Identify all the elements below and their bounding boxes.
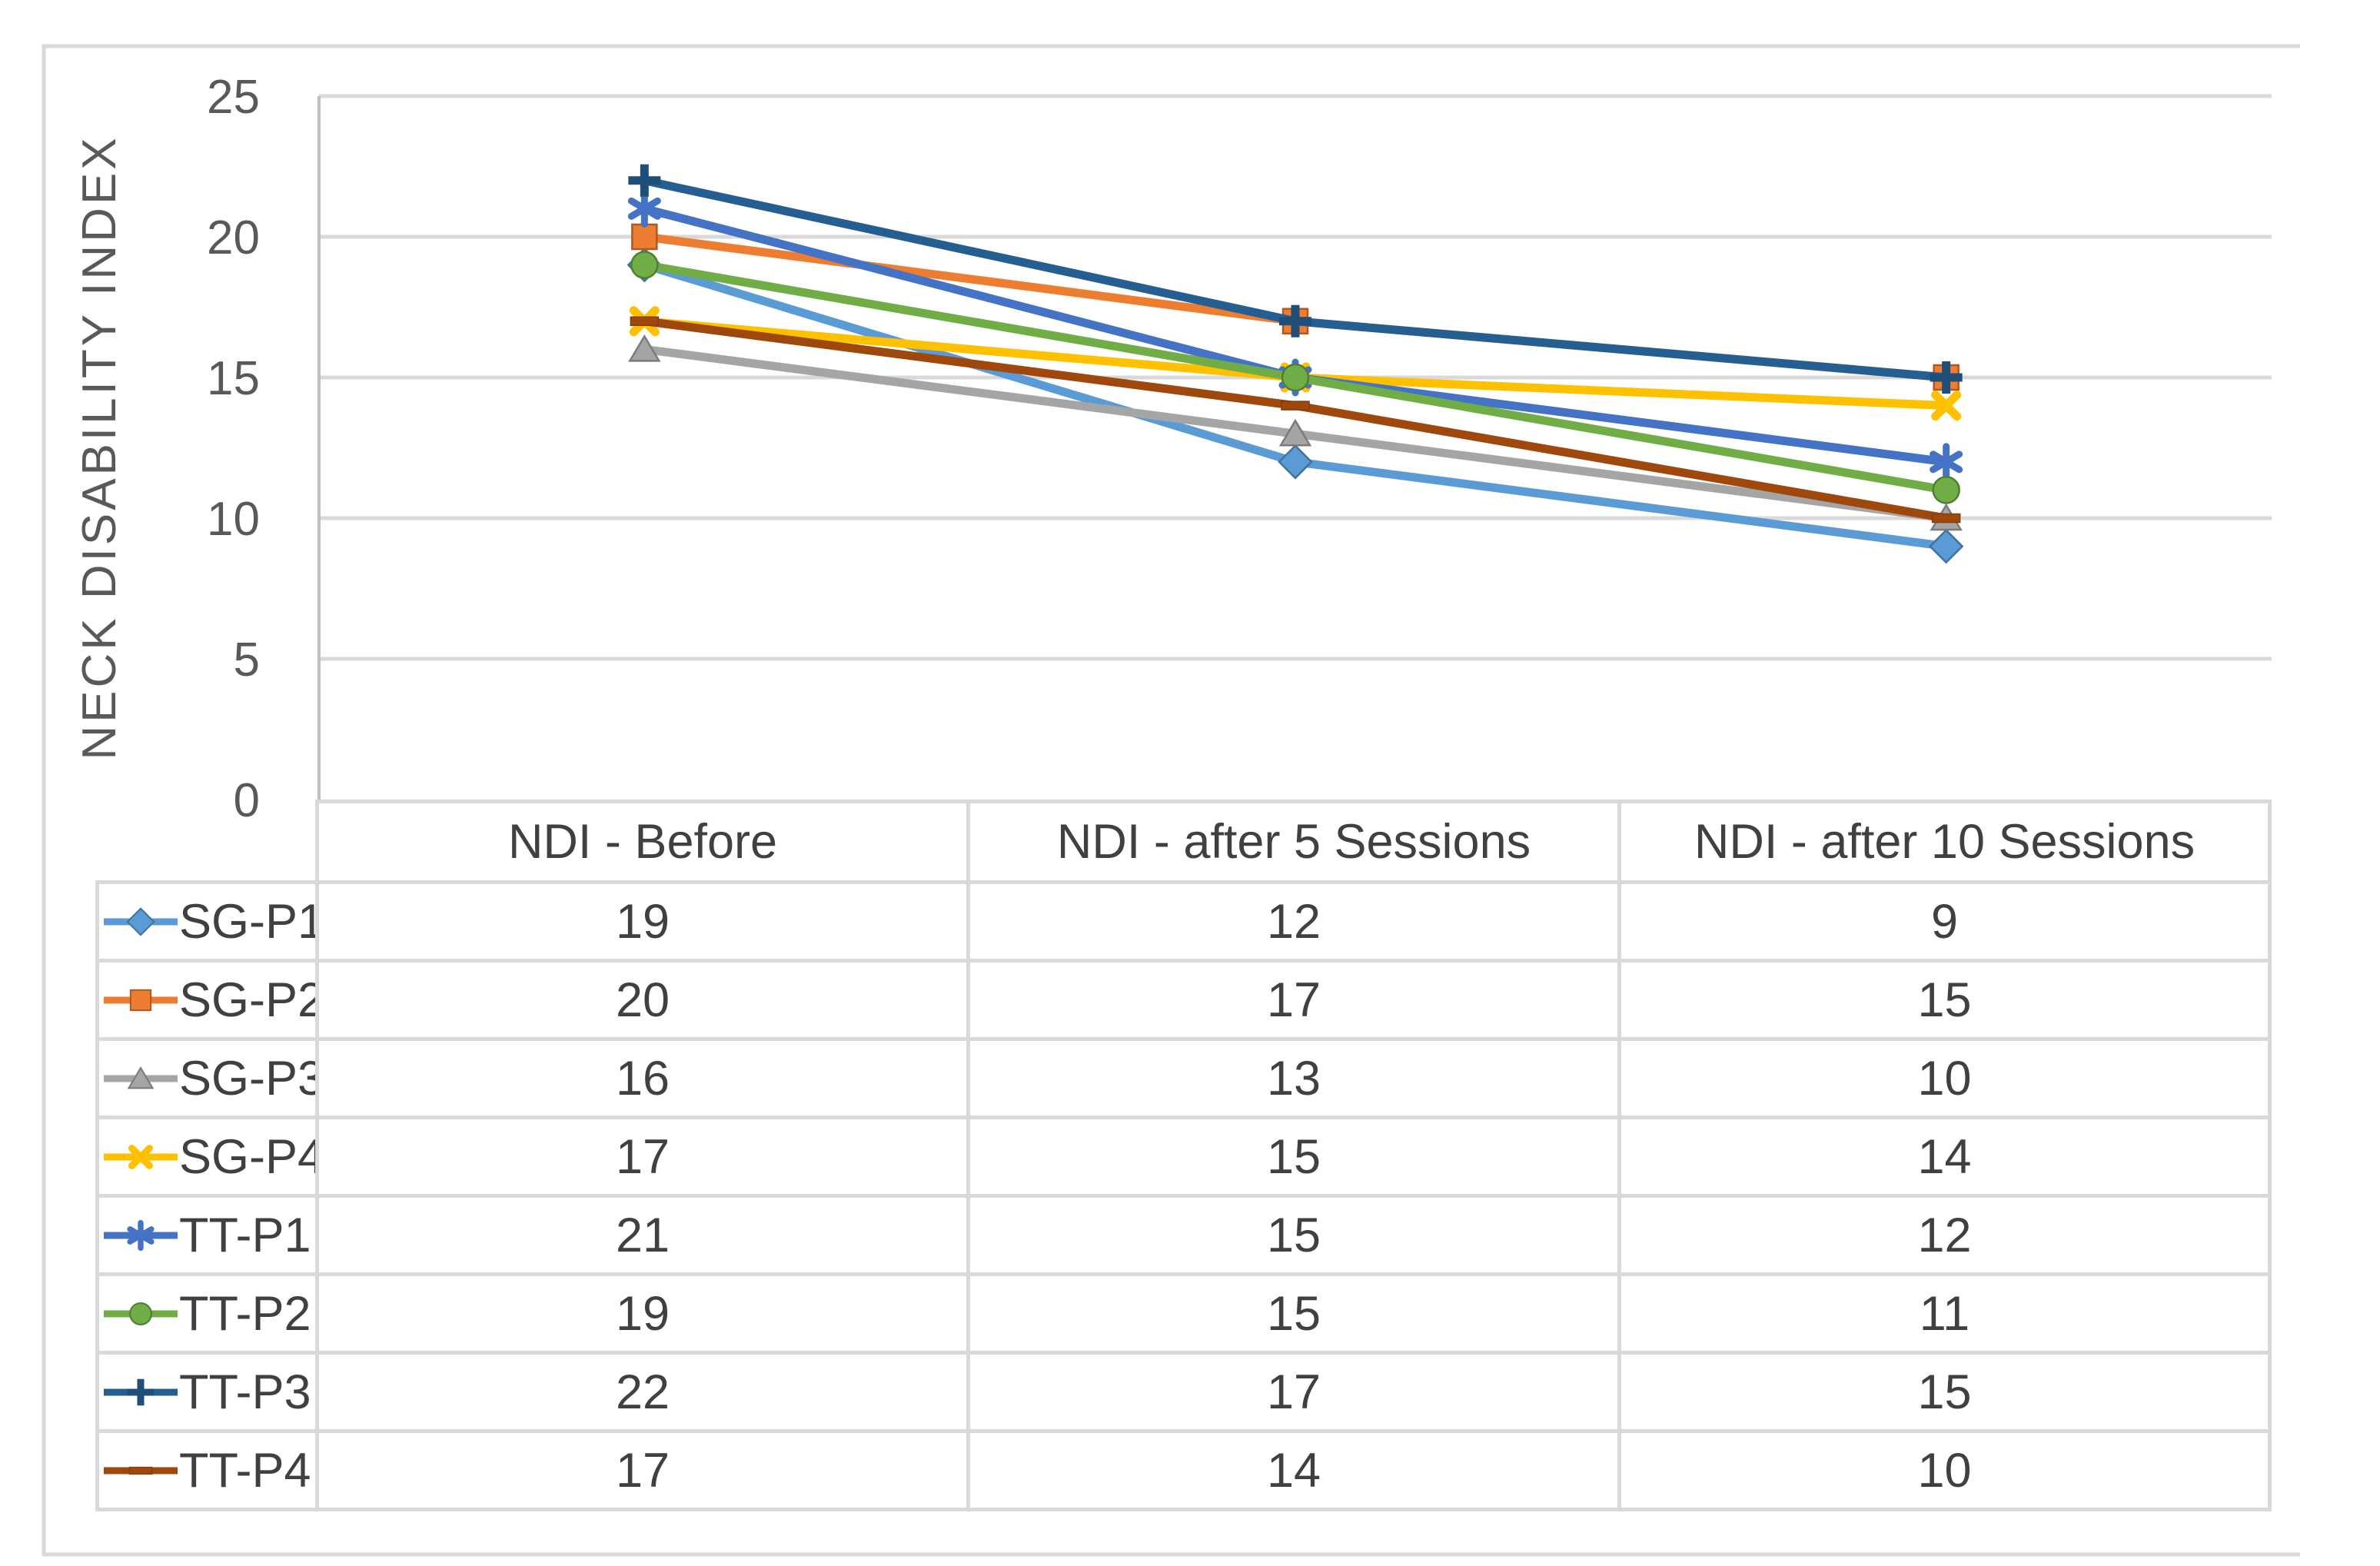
table-header-before: NDI - Before [319,800,970,884]
legend-key-sg-p2-icon [104,989,178,1011]
value-cell: 15 [970,1119,1621,1198]
y-tick-label-0: 0 [234,774,260,827]
marker-sg-p3-1 [1278,418,1312,447]
y-axis-tick-labels: 0 5 10 15 20 25 [207,71,260,827]
marker-sg-p3-0 [628,334,661,362]
value-cell: 15 [1621,963,2272,1041]
table-row-label-sg-p1: SG-P1 [95,884,319,963]
table-row-label-tt-p2: TT-P2 [95,1276,319,1355]
table-corner-cell [95,800,319,884]
table-header-after10: NDI - after 10 Sessions [1621,800,2272,884]
value-cell: 16 [319,1041,970,1119]
value-cell: 22 [319,1355,970,1433]
marker-tt-p3-1 [1279,304,1311,337]
marker-tt-p3-0 [628,164,661,197]
value-cell: 17 [970,1355,1621,1433]
y-tick-label-5: 5 [234,633,260,687]
value-cell: 21 [319,1198,970,1276]
marker-tt-p4-2 [1931,513,1961,524]
marker-sg-p1-1 [1278,444,1313,480]
series-label: SG-P3 [179,1051,319,1106]
value-cell: 19 [319,884,970,963]
value-cell: 17 [970,963,1621,1041]
table-row-label-tt-p3: TT-P3 [95,1355,319,1433]
marker-tt-p2-2 [1932,476,1960,504]
value-cell: 15 [970,1198,1621,1276]
series-label: SG-P4 [179,1129,319,1184]
series-label: TT-P3 [179,1365,311,1419]
legend-key-sg-p4-icon [104,1144,178,1169]
table-row-label-tt-p4: TT-P4 [95,1433,319,1511]
series-label: SG-P1 [179,894,319,949]
value-cell: 17 [319,1119,970,1198]
table-row-label-sg-p3: SG-P3 [95,1041,319,1119]
marker-tt-p3-2 [1930,361,1963,394]
value-cell: 19 [319,1276,970,1355]
value-cell: 15 [1621,1355,2272,1433]
value-cell: 10 [1621,1433,2272,1511]
y-tick-label-15: 15 [207,352,260,405]
data-table: NDI - Before NDI - after 5 Sessions NDI … [95,800,2272,1511]
marker-sg-p1-2 [1928,528,1964,564]
legend-key-sg-p3-icon [104,1066,178,1089]
value-cell: 14 [970,1433,1621,1511]
marker-sg-p4-2 [1931,391,1962,421]
marker-tt-p4-1 [1281,401,1310,411]
value-cell: 14 [1621,1119,2272,1198]
value-cell: 17 [319,1433,970,1511]
legend-key-tt-p1-icon [104,1219,178,1251]
value-cell: 20 [319,963,970,1041]
legend-key-tt-p4-icon [104,1466,178,1475]
chart-border [42,44,2300,1557]
value-cell: 11 [1621,1276,2272,1355]
series-label: TT-P2 [179,1286,311,1341]
marker-tt-p4-0 [630,316,660,327]
value-cell: 13 [970,1041,1621,1119]
legend-key-sg-p1-icon [104,906,178,936]
y-tick-label-25: 25 [207,71,260,124]
table-row-label-sg-p4: SG-P4 [95,1119,319,1198]
y-axis-title: NECK DISABILITY INDEX [73,135,126,760]
y-tick-label-20: 20 [207,211,260,264]
marker-tt-p1-0 [627,189,661,228]
marker-sg-p2-0 [631,223,658,251]
table-row-label-tt-p1: TT-P1 [95,1198,319,1276]
chart-frame [42,44,2300,1557]
marker-tt-p2-1 [1281,363,1310,392]
legend-key-tt-p2-icon [104,1302,178,1325]
plot-series [627,164,1964,564]
value-cell: 12 [970,884,1621,963]
value-cell: 15 [970,1276,1621,1355]
marker-tt-p2-0 [630,251,659,279]
marker-tt-p1-2 [1930,443,1963,481]
value-cell: 12 [1621,1198,2272,1276]
value-cell: 10 [1621,1041,2272,1119]
table-row-label-sg-p2: SG-P2 [95,963,319,1041]
series-label: TT-P4 [179,1443,311,1498]
value-cell: 9 [1621,884,2272,963]
legend-key-tt-p3-icon [104,1378,178,1405]
y-tick-label-10: 10 [207,493,260,546]
table-header-after5: NDI - after 5 Sessions [970,800,1621,884]
series-label: TT-P1 [179,1208,311,1262]
series-label: SG-P2 [179,973,319,1027]
